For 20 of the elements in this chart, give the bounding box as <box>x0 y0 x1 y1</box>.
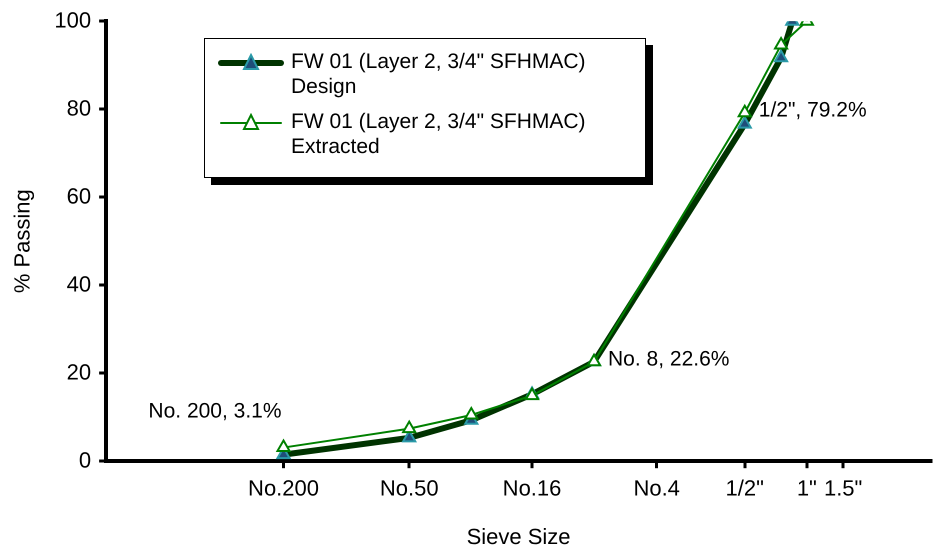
y-tick-label: 60 <box>66 183 92 208</box>
x-tick-label: 1/2" <box>726 475 764 500</box>
legend-label: FW 01 (Layer 2, 3/4" SFHMAC) Design <box>291 49 586 99</box>
y-tick-label: 100 <box>54 7 92 32</box>
x-tick-label: No.200 <box>248 475 320 500</box>
annotation: 1/2", 79.2% <box>758 98 867 122</box>
y-tick-label: 0 <box>78 447 92 472</box>
y-tick-label: 40 <box>66 271 92 296</box>
x-axis-title: Sieve Size <box>466 524 571 549</box>
x-tick-label: 1" <box>796 475 817 500</box>
annotation: No. 200, 3.1% <box>148 399 282 422</box>
y-axis-title: % Passing <box>9 189 34 294</box>
x-tick-label: No.16 <box>502 475 562 500</box>
y-tick-label: 80 <box>66 95 92 120</box>
legend-label: FW 01 (Layer 2, 3/4" SFHMAC) Extracted <box>291 109 586 159</box>
x-tick-label: No.4 <box>633 475 680 500</box>
x-tick-label: 1.5" <box>824 475 862 500</box>
annotation: No. 8, 22.6% <box>608 348 730 371</box>
y-tick-label: 20 <box>66 359 92 384</box>
x-tick-label: No.50 <box>380 475 439 500</box>
